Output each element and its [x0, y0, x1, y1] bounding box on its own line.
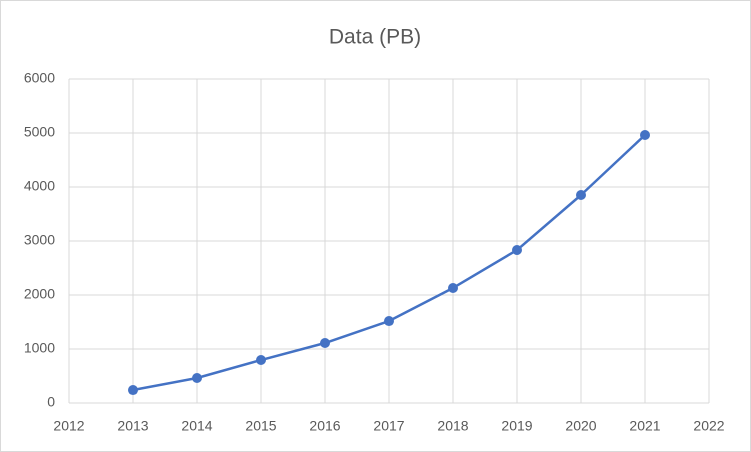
y-tick-label: 2000: [24, 286, 55, 302]
y-tick-label: 4000: [24, 178, 55, 194]
data-point: [384, 316, 394, 327]
x-tick-label: 2020: [565, 418, 596, 434]
y-tick-label: 0: [47, 394, 55, 410]
data-point: [256, 355, 266, 366]
x-tick-label: 2014: [181, 418, 212, 434]
y-tick-label: 3000: [24, 232, 55, 248]
x-tick-label: 2022: [693, 418, 724, 434]
data-point: [512, 245, 522, 256]
x-tick-label: 2021: [629, 418, 660, 434]
x-tick-label: 2012: [53, 418, 84, 434]
y-tick-label: 6000: [24, 70, 55, 86]
data-point: [320, 338, 330, 349]
x-tick-label: 2019: [501, 418, 532, 434]
data-point: [576, 189, 586, 200]
x-tick-label: 2016: [309, 418, 340, 434]
data-point: [448, 282, 458, 293]
x-tick-label: 2018: [437, 418, 468, 434]
data-point: [192, 372, 202, 383]
data-point: [640, 129, 650, 140]
y-tick-label: 5000: [24, 124, 55, 140]
x-tick-label: 2013: [117, 418, 148, 434]
x-tick-label: 2015: [245, 418, 276, 434]
chart-title: Data (PB): [329, 26, 421, 49]
x-tick-label: 2017: [373, 418, 404, 434]
y-tick-label: 1000: [24, 340, 55, 356]
data-point: [128, 385, 138, 396]
